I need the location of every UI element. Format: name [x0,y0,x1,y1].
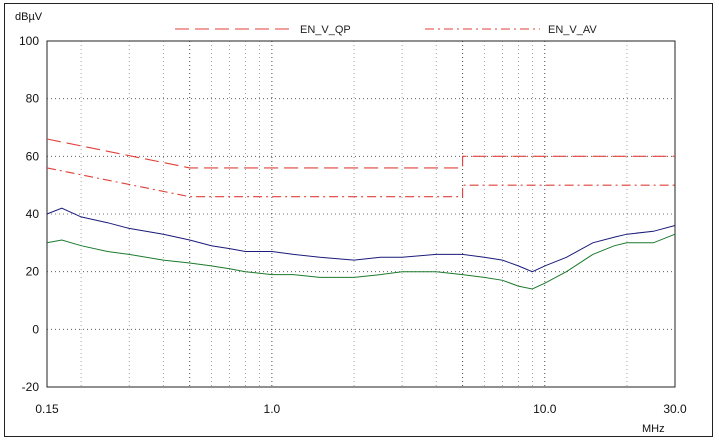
x-tick-label: 1.0 [264,402,281,416]
chart-frame [4,3,713,437]
grid [47,41,675,387]
legend-label-qp: EN_V_QP [300,24,351,36]
legend: EN_V_QP EN_V_AV [175,24,597,36]
legend-label-av: EN_V_AV [548,24,597,36]
x-tick-label: 30.0 [663,402,687,416]
x-tick-labels: 0.15 1.0 10.0 30.0 [35,402,687,416]
y-tick-label: 80 [26,92,40,106]
series-line-0 [46,138,675,169]
series-line-2 [46,207,676,273]
y-tick-label: -20 [22,380,40,394]
y-tick-label: 40 [26,207,40,221]
y-tick-label: 60 [26,149,40,163]
x-tick-label: 0.15 [35,402,59,416]
y-tick-label: 20 [26,265,40,279]
y-tick-labels: -20 0 20 40 60 80 100 [19,34,39,394]
y-tick-label: 0 [32,322,39,336]
series-line-3 [46,233,676,290]
x-axis-unit: MHz [642,423,665,435]
series-layer [46,138,676,290]
x-tick-label: 10.0 [533,402,557,416]
series-line-1 [46,167,675,198]
y-tick-label: 100 [19,34,39,48]
y-axis-unit: dBµV [15,11,43,23]
plot-area [46,40,676,388]
